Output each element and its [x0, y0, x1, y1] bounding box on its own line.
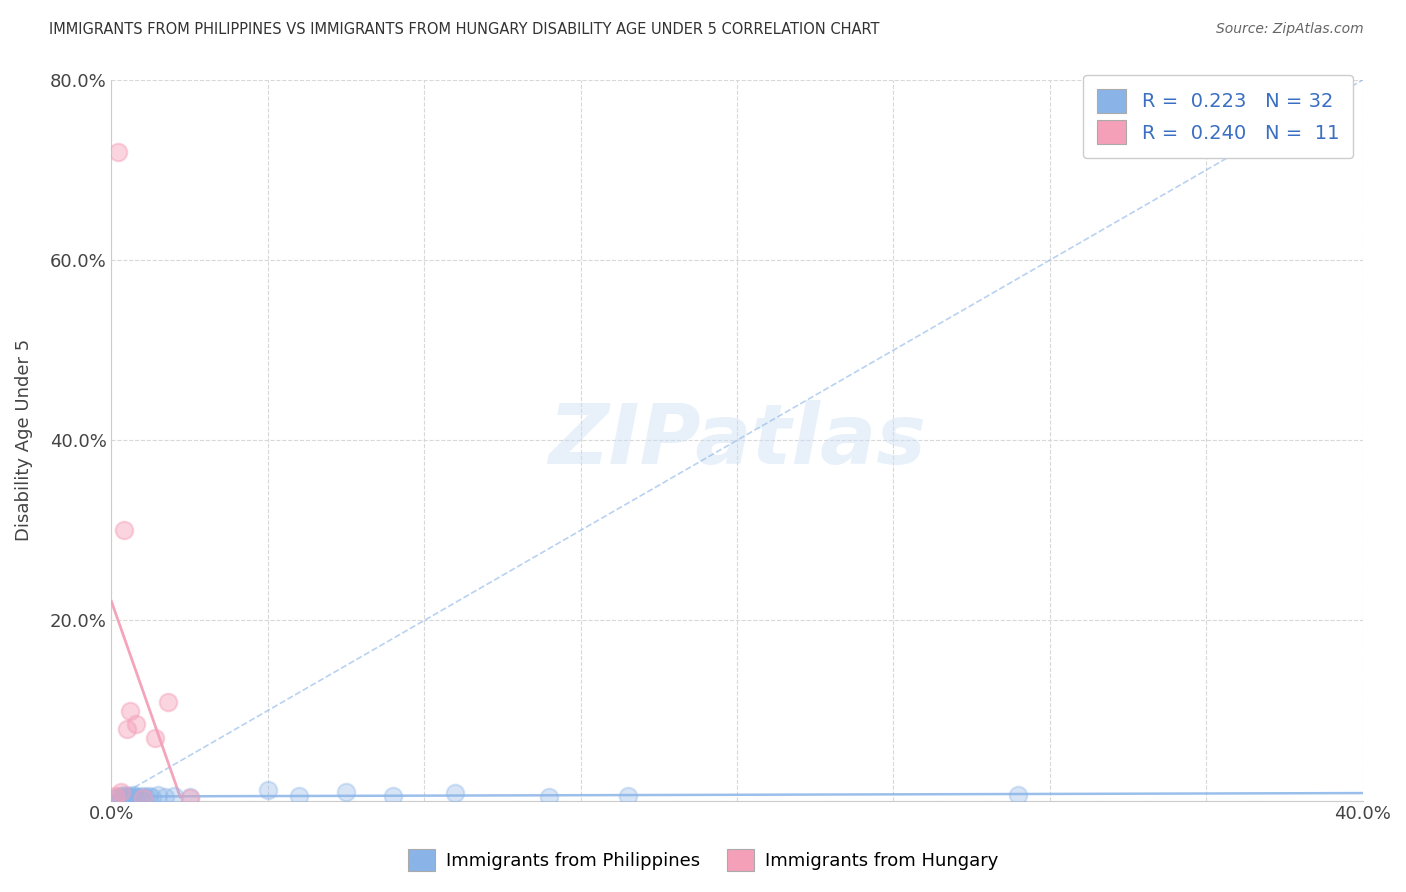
Point [156, 694, 179, 708]
Point [179, 790, 201, 805]
Point [444, 786, 467, 800]
Point [288, 789, 311, 804]
Point [128, 790, 150, 805]
Point [131, 791, 153, 805]
Point [103, 789, 125, 804]
Point [143, 731, 166, 745]
Point [112, 788, 135, 802]
Point [125, 791, 148, 805]
Point [110, 784, 132, 798]
Point [138, 789, 160, 804]
Y-axis label: Disability Age Under 5: Disability Age Under 5 [15, 339, 32, 541]
Point [1007, 788, 1029, 802]
Point [107, 145, 129, 159]
Point [115, 789, 138, 804]
Point [381, 789, 404, 804]
Point [148, 788, 170, 802]
Legend: R =  0.223   N = 32, R =  0.240   N =  11: R = 0.223 N = 32, R = 0.240 N = 11 [1084, 75, 1353, 158]
Point [125, 717, 148, 731]
Point [107, 790, 129, 805]
Point [120, 704, 142, 718]
Point [141, 790, 163, 805]
Text: Source: ZipAtlas.com: Source: ZipAtlas.com [1216, 22, 1364, 37]
Point [115, 791, 138, 805]
Point [122, 788, 145, 802]
Text: ZIPatlas: ZIPatlas [548, 400, 927, 481]
Point [131, 789, 153, 804]
Point [125, 789, 148, 804]
Point [110, 789, 132, 804]
Legend: Immigrants from Philippines, Immigrants from Hungary: Immigrants from Philippines, Immigrants … [401, 842, 1005, 879]
Point [120, 789, 142, 804]
Point [112, 790, 135, 805]
Point [538, 790, 561, 805]
Point [103, 791, 125, 805]
Point [122, 790, 145, 805]
Point [115, 722, 138, 736]
Point [112, 524, 135, 538]
Text: IMMIGRANTS FROM PHILIPPINES VS IMMIGRANTS FROM HUNGARY DISABILITY AGE UNDER 5 CO: IMMIGRANTS FROM PHILIPPINES VS IMMIGRANT… [49, 22, 880, 37]
Point [131, 791, 153, 805]
Point [179, 791, 201, 805]
Point [335, 784, 357, 798]
Point [616, 789, 638, 804]
Point [153, 790, 176, 805]
Point [163, 789, 186, 804]
Point [256, 782, 278, 797]
Point [120, 791, 142, 805]
Point [110, 791, 132, 805]
Point [135, 790, 157, 805]
